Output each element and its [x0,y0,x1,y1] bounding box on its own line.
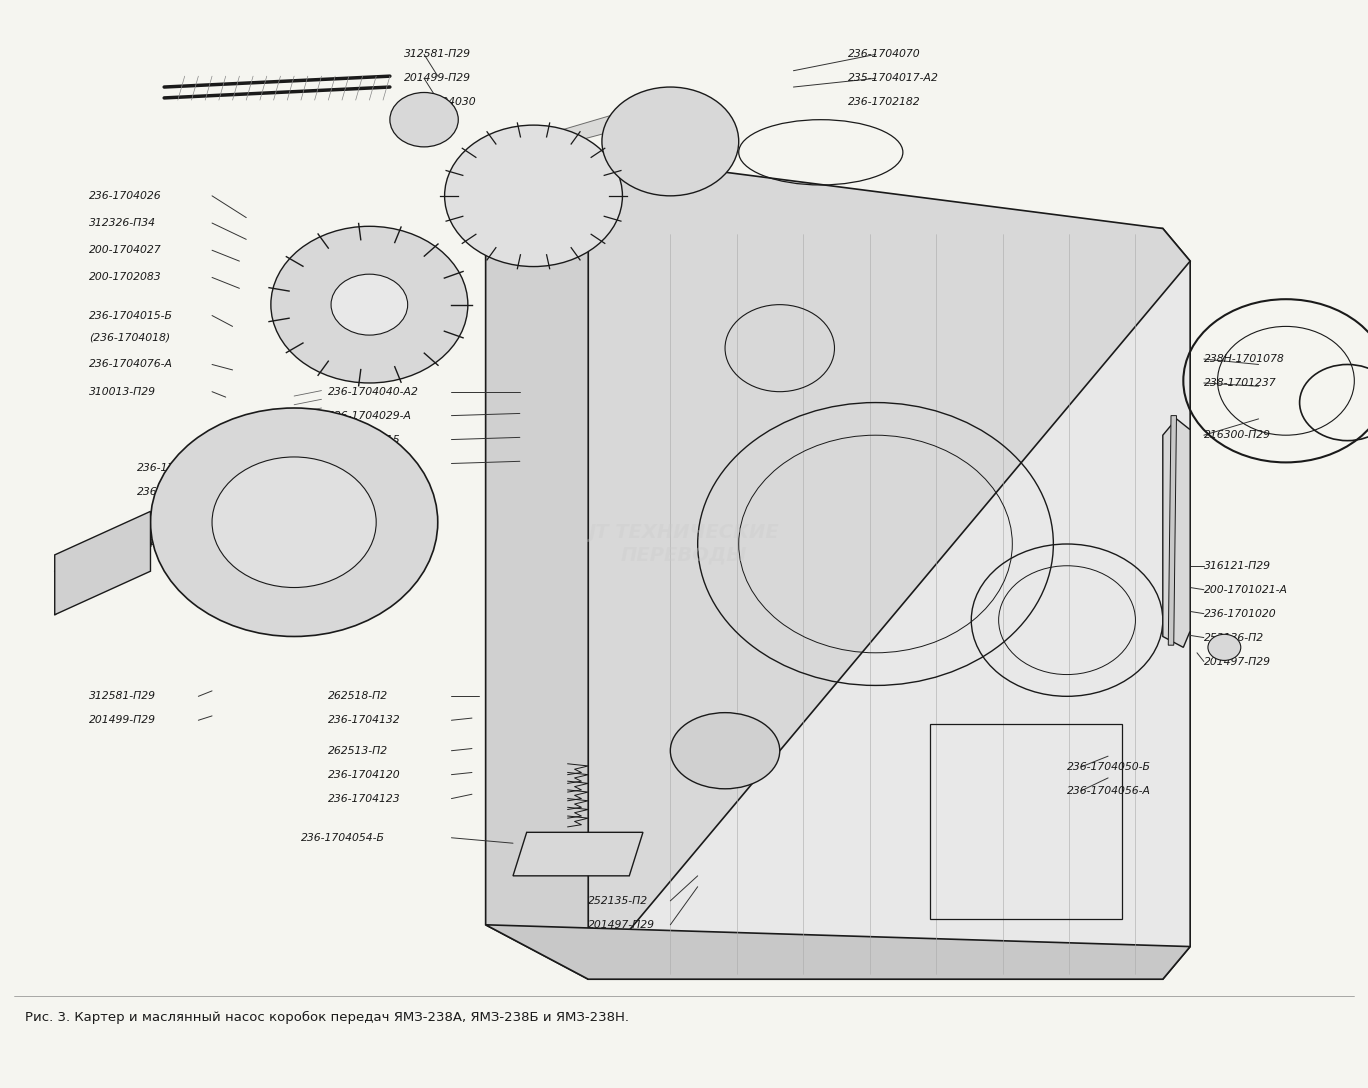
Polygon shape [1168,416,1176,645]
Text: 236-1702182: 236-1702182 [848,97,921,108]
Text: 252136-П2: 252136-П2 [1204,632,1264,643]
Text: 236-1704026: 236-1704026 [89,190,161,201]
Text: 236-1701230: 236-1701230 [137,462,209,473]
Text: JT ТЕХНИЧЕСКИЕ
ПЕРЕВОДЫ: JT ТЕХНИЧЕСКИЕ ПЕРЕВОДЫ [588,523,780,565]
Text: 200-1704027: 200-1704027 [89,245,161,256]
Circle shape [150,408,438,636]
Text: 201499-П29: 201499-П29 [404,73,471,84]
Text: 236-1704132: 236-1704132 [328,715,401,726]
Text: 200-1701188: 200-1701188 [328,458,401,469]
Polygon shape [486,925,1190,979]
Text: 252135-П2: 252135-П2 [588,895,648,906]
Text: 236-1704054-Б: 236-1704054-Б [301,832,384,843]
Text: 238Н-1701078: 238Н-1701078 [1204,354,1285,364]
Text: 236-1704070: 236-1704070 [848,49,921,60]
Polygon shape [55,511,150,615]
Ellipse shape [670,713,780,789]
Text: 236-1701040-А: 236-1701040-А [89,539,172,549]
Circle shape [602,87,739,196]
Text: 236-1704015-Б: 236-1704015-Б [89,310,172,321]
Polygon shape [486,141,1190,979]
Text: 236-1704040-А2: 236-1704040-А2 [328,386,419,397]
Text: 216300-П29: 216300-П29 [1204,430,1271,441]
Text: 236-1704120: 236-1704120 [328,769,401,780]
Text: 310013-П29: 310013-П29 [89,386,156,397]
Text: 262513-П2: 262513-П2 [328,745,389,756]
Polygon shape [486,141,588,979]
Polygon shape [588,228,1190,979]
Text: 235-1704030: 235-1704030 [404,97,476,108]
Polygon shape [486,98,698,163]
Circle shape [390,92,458,147]
Bar [930,724,1122,919]
Text: 312581-П29: 312581-П29 [404,49,471,60]
Circle shape [212,457,376,588]
Text: 201499-П29: 201499-П29 [89,715,156,726]
Text: 236-1704050-Б: 236-1704050-Б [1067,762,1150,772]
Text: 262518-П2: 262518-П2 [328,691,389,702]
Text: 236-1701042-А: 236-1701042-А [137,486,220,497]
Text: 238-1701237: 238-1701237 [1204,378,1276,388]
Text: 200-1701021-А: 200-1701021-А [1204,584,1287,595]
Circle shape [271,226,468,383]
Text: 312581-П29: 312581-П29 [89,691,156,702]
Text: 236-1701020: 236-1701020 [1204,608,1276,619]
Circle shape [1208,634,1241,660]
Circle shape [331,274,408,335]
Polygon shape [513,832,643,876]
Text: 236-1704123: 236-1704123 [328,793,401,804]
Text: 235-1704017-А2: 235-1704017-А2 [848,73,938,84]
Text: 201497-П29: 201497-П29 [588,919,655,930]
Text: 236-1704076-А: 236-1704076-А [89,359,172,370]
Text: 201497-П29: 201497-П29 [1204,656,1271,667]
Text: 236-1704056-А: 236-1704056-А [1067,786,1150,796]
Polygon shape [1163,419,1190,647]
Circle shape [445,125,622,267]
Text: Рис. 3. Картер и маслянный насос коробок передач ЯМЗ-238А, ЯМЗ-238Б и ЯМЗ-238Н.: Рис. 3. Картер и маслянный насос коробок… [25,1011,629,1024]
Text: (236-1704018): (236-1704018) [89,332,170,343]
Text: 238-1701015: 238-1701015 [328,434,401,445]
Text: 312326-П34: 312326-П34 [89,218,156,228]
Text: 316121-П29: 316121-П29 [1204,560,1271,571]
Text: 236-1704029-А: 236-1704029-А [328,410,412,421]
Text: 200-1702083: 200-1702083 [89,272,161,283]
